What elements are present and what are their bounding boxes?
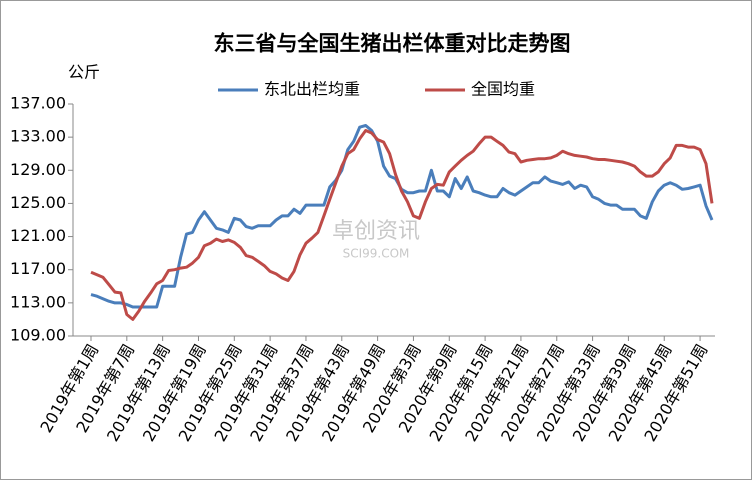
watermark: 卓创资讯 xyxy=(332,219,420,244)
y-tick-label: 109.00 xyxy=(10,326,66,345)
legend-label: 东北出栏均重 xyxy=(264,80,360,99)
y-tick-label: 121.00 xyxy=(10,226,66,245)
y-tick-label: 117.00 xyxy=(10,259,66,278)
y-tick-label: 129.00 xyxy=(10,160,66,179)
chart-title: 东三省与全国生猪出栏体重对比走势图 xyxy=(214,31,571,56)
y-tick-label: 137.00 xyxy=(10,94,66,113)
series-line xyxy=(90,129,714,321)
watermark-sub: SCI99.COM xyxy=(343,247,410,261)
y-tick-label: 125.00 xyxy=(10,193,66,212)
y-axis-label: 公斤 xyxy=(68,63,100,82)
y-tick-label: 133.00 xyxy=(10,127,66,146)
y-tick-label: 113.00 xyxy=(10,292,66,311)
legend-label: 全国均重 xyxy=(471,80,535,99)
